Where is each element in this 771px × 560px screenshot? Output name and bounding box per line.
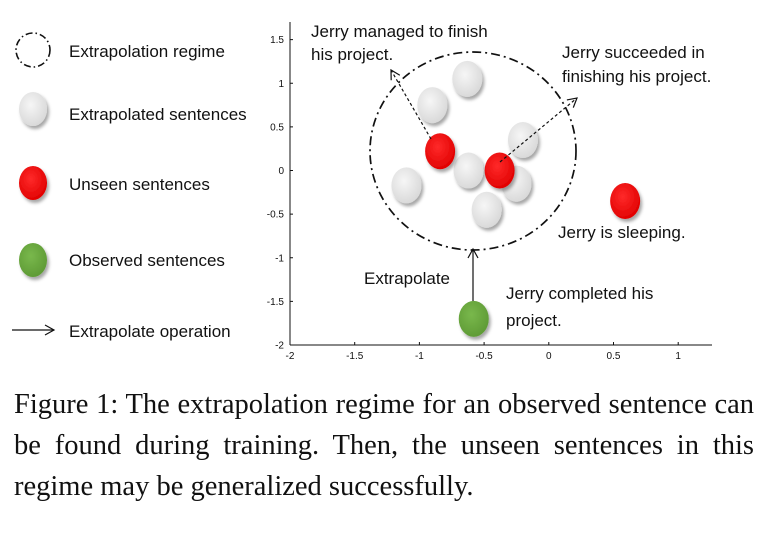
y-tick-label: -2 bbox=[275, 341, 284, 352]
annotation-managed-line1: Jerry managed to finish bbox=[311, 22, 488, 41]
annotation-managed-line2: his project. bbox=[311, 45, 393, 64]
y-ticks: 1.5 1 0.5 0 -0.5 -1 -1.5 -2 bbox=[267, 35, 293, 352]
x-tick-label: -0.5 bbox=[475, 351, 493, 362]
extrapolated-sentence-point bbox=[417, 87, 448, 124]
unseen-sentence-point bbox=[484, 152, 515, 189]
x-tick-label: 0.5 bbox=[607, 351, 621, 362]
annotation-succeeded-line2: finishing his project. bbox=[562, 67, 711, 86]
extrapolated-sentence-point bbox=[471, 191, 502, 228]
y-tick-label: 1 bbox=[278, 79, 284, 90]
legend-extrapolated-icon bbox=[19, 92, 47, 126]
legend-extrapolated-label: Extrapolated sentences bbox=[69, 105, 247, 124]
legend: Extrapolation regime Extrapolated senten… bbox=[12, 32, 247, 341]
extrapolated-sentence-point bbox=[391, 167, 422, 204]
x-tick-label: 1 bbox=[675, 351, 681, 362]
sentence-points bbox=[391, 60, 641, 337]
annotation-succeeded-line1: Jerry succeeded in bbox=[562, 43, 705, 62]
legend-operation-label: Extrapolate operation bbox=[69, 322, 231, 341]
x-tick-label: -1.5 bbox=[346, 351, 364, 362]
extrapolated-sentence-point bbox=[453, 152, 484, 189]
y-tick-label: 0 bbox=[278, 166, 284, 177]
observed-sentence-point bbox=[458, 300, 489, 337]
annotation-extrapolate: Extrapolate bbox=[364, 269, 450, 288]
y-tick-label: 1.5 bbox=[270, 35, 284, 46]
unseen-sentence-point bbox=[610, 183, 641, 220]
y-tick-label: 0.5 bbox=[270, 122, 284, 133]
annotation-sleeping: Jerry is sleeping. bbox=[558, 223, 686, 242]
legend-unseen-icon bbox=[19, 166, 47, 200]
extrapolated-sentence-point bbox=[507, 121, 538, 158]
legend-observed-label: Observed sentences bbox=[69, 251, 225, 270]
x-ticks: -2 -1.5 -1 -0.5 0 0.5 1 bbox=[286, 342, 681, 362]
legend-regime-icon bbox=[15, 32, 51, 68]
legend-unseen-label: Unseen sentences bbox=[69, 175, 210, 194]
y-tick-label: -1.5 bbox=[267, 297, 285, 308]
unseen-sentence-point bbox=[425, 133, 456, 170]
plot-axes: -2 -1.5 -1 -0.5 0 0.5 1 1.5 1 0.5 0 -0.5 -1 -1.5 -2 bbox=[267, 22, 712, 362]
extrapolated-sentence-point bbox=[452, 60, 483, 97]
y-tick-label: -1 bbox=[275, 253, 284, 264]
extrapolate-arrow-to-managed bbox=[390, 68, 432, 140]
legend-regime-label: Extrapolation regime bbox=[69, 42, 225, 61]
legend-observed-icon bbox=[19, 243, 47, 277]
extrapolate-arrow-to-succeeded bbox=[499, 97, 578, 163]
x-tick-label: -2 bbox=[286, 351, 295, 362]
x-tick-label: -1 bbox=[415, 351, 424, 362]
y-tick-label: -0.5 bbox=[267, 210, 285, 221]
annotation-completed-line2: project. bbox=[506, 311, 562, 330]
annotation-completed-line1: Jerry completed his bbox=[506, 284, 653, 303]
extrapolation-figure: Extrapolation regime Extrapolated senten… bbox=[12, 22, 712, 362]
figure-caption: Figure 1: The extrapolation regime for a… bbox=[14, 389, 754, 502]
x-tick-label: 0 bbox=[546, 351, 552, 362]
